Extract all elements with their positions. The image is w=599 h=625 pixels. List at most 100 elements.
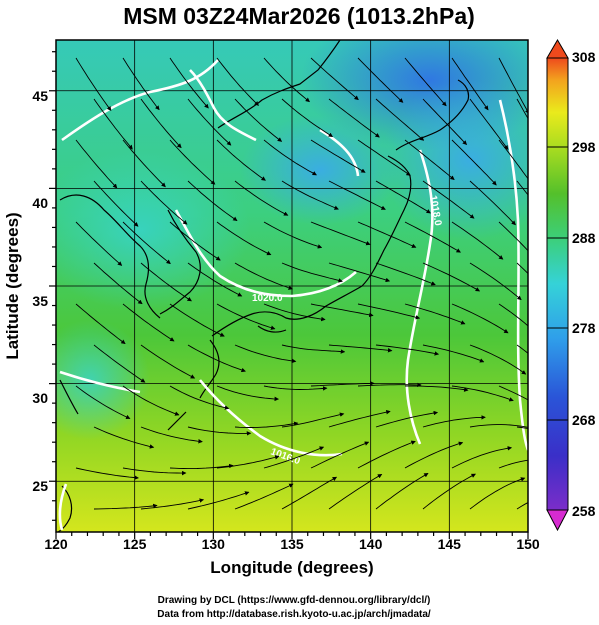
streamline xyxy=(187,180,238,222)
streamline xyxy=(451,303,509,334)
isobar-taiwan xyxy=(58,483,68,531)
coast-china-korea xyxy=(59,194,161,319)
streamline xyxy=(93,180,139,227)
x-axis: 120 125 130 135 140 145 150 Longitude (d… xyxy=(44,532,540,577)
streamline xyxy=(469,180,516,226)
y-tick-marks xyxy=(49,51,56,521)
colorbar-top-extend xyxy=(546,39,569,59)
streamline xyxy=(404,221,461,253)
isobar-sea-of-japan xyxy=(319,128,360,177)
x-tick-label: 140 xyxy=(359,536,383,552)
isobar-1016 xyxy=(198,379,343,457)
colorbar-tick-label: 258 xyxy=(572,503,596,519)
streamline xyxy=(469,477,526,510)
streamline xyxy=(187,98,232,146)
streamline xyxy=(328,98,380,138)
y-tick-label: 35 xyxy=(32,293,48,309)
streamline xyxy=(375,410,439,428)
streamline xyxy=(140,98,182,149)
isobar-1018 xyxy=(405,149,434,445)
coast-shikoku xyxy=(257,325,287,333)
streamline xyxy=(263,446,325,469)
colorbar-ticks xyxy=(547,146,568,421)
isobar-southwest xyxy=(59,370,141,394)
colorbar-gradient xyxy=(546,57,569,511)
credit-line-1: Drawing by DCL (https://www.gfd-dennou.o… xyxy=(158,595,431,606)
cold-region-sea-of-japan xyxy=(240,115,400,225)
streamline xyxy=(328,344,393,353)
streamline xyxy=(281,180,339,210)
x-tick-label: 135 xyxy=(280,536,304,552)
streamline xyxy=(357,440,416,469)
streamline xyxy=(357,303,421,320)
x-axis-label: Longitude (degrees) xyxy=(210,558,373,577)
streamline xyxy=(375,344,440,356)
streamline xyxy=(357,382,422,388)
streamline xyxy=(498,459,528,469)
teal-region-west xyxy=(56,150,250,310)
streamline xyxy=(516,98,528,120)
streamline xyxy=(234,262,294,290)
colorbar: 308 298 288 278 268 258 xyxy=(546,39,596,532)
streamline xyxy=(404,441,464,469)
coast-honshu xyxy=(211,155,412,337)
colorbar-tick-label: 298 xyxy=(572,139,596,155)
streamline xyxy=(281,262,343,283)
streamline xyxy=(310,441,370,469)
coastlines xyxy=(57,40,470,532)
streamline xyxy=(187,491,250,510)
streamline xyxy=(122,139,166,188)
streamline xyxy=(187,344,246,373)
streamline xyxy=(357,221,417,248)
streamline xyxy=(310,381,375,387)
streamline xyxy=(451,446,513,469)
x-tick-label: 120 xyxy=(44,536,68,552)
isobar-northwest xyxy=(61,59,219,142)
streamline xyxy=(263,57,310,103)
streamline xyxy=(516,502,528,510)
streamline xyxy=(469,424,528,428)
streamline xyxy=(405,385,469,392)
streamline xyxy=(404,303,466,325)
y-tick-label: 40 xyxy=(32,195,48,211)
streamline xyxy=(263,303,326,322)
streamline xyxy=(169,385,230,410)
streamline xyxy=(516,180,528,196)
streamline xyxy=(498,303,528,327)
streamline xyxy=(328,409,391,428)
cold-region-east xyxy=(380,80,528,240)
streamline xyxy=(75,303,126,345)
x-tick-label: 145 xyxy=(438,536,462,552)
colorbar-tick-label: 288 xyxy=(572,230,596,246)
coast-hokkaido xyxy=(395,79,470,151)
streamline xyxy=(469,262,522,301)
streamline xyxy=(234,180,289,216)
x-tick-marks xyxy=(55,532,529,539)
colorbar-tick-label: 308 xyxy=(572,49,596,65)
coast-kyushu xyxy=(199,339,220,399)
x-tick-label: 130 xyxy=(202,536,226,552)
streamline xyxy=(75,385,131,419)
isobars xyxy=(58,59,528,531)
streamline xyxy=(375,473,429,510)
streamline xyxy=(169,463,234,470)
streamline xyxy=(375,262,436,286)
coast-east-china xyxy=(59,379,79,415)
streamline xyxy=(422,180,475,219)
streamline xyxy=(281,412,345,428)
streamline xyxy=(422,415,486,428)
streamline xyxy=(140,498,205,510)
streamline xyxy=(93,344,146,383)
streamline xyxy=(216,221,272,256)
streamline xyxy=(216,303,276,330)
streamline xyxy=(234,98,283,142)
streamline xyxy=(169,221,221,261)
y-tick-label: 45 xyxy=(32,88,48,104)
streamline xyxy=(187,262,243,297)
streamline xyxy=(93,503,158,510)
streamline xyxy=(122,467,187,476)
x-tick-label: 150 xyxy=(516,536,540,552)
map-title: MSM 03Z24Mar2026 (1013.2hPa) xyxy=(123,3,475,29)
streamline xyxy=(122,385,180,416)
